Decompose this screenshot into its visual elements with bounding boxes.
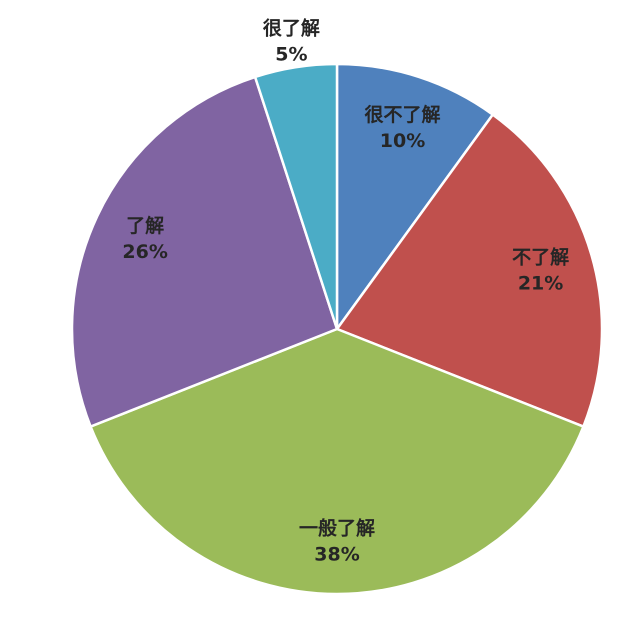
slice-label: 不了解 xyxy=(512,245,569,268)
slice-label: 很了解 xyxy=(263,17,320,40)
pie-slice xyxy=(335,62,495,333)
slice-label: 一般了解 xyxy=(299,517,375,540)
pie-slice xyxy=(70,75,339,429)
slice-label: 很不了解 xyxy=(365,103,441,126)
slice-value-label: 26% xyxy=(122,241,167,263)
slice-value-label: 10% xyxy=(380,130,425,152)
pie-slice xyxy=(88,327,586,596)
slice-value-label: 38% xyxy=(314,544,359,566)
slice-value-label: 21% xyxy=(518,272,563,294)
slice-value-label: 5% xyxy=(275,44,307,66)
slice-label: 了解 xyxy=(126,214,164,237)
pie-slice xyxy=(335,112,604,429)
pie-slice xyxy=(253,62,339,330)
